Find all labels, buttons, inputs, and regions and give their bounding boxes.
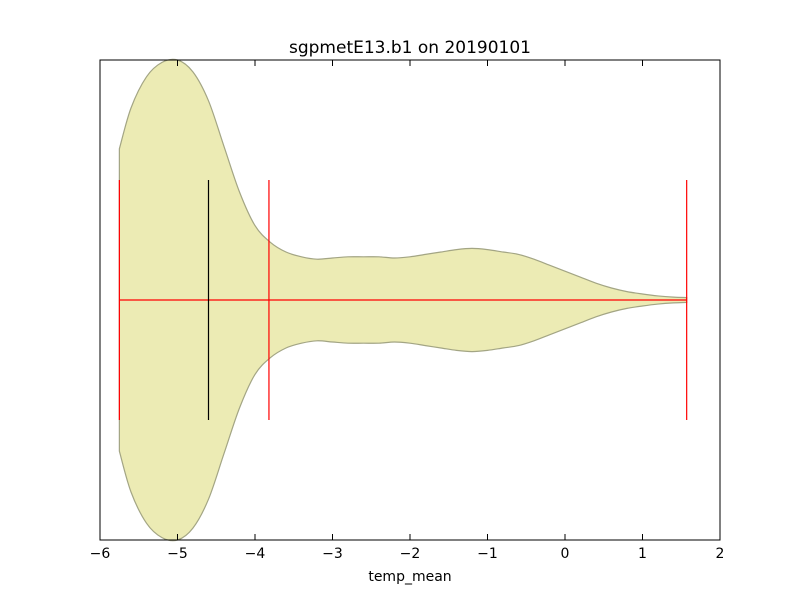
x-tick-label: −1 bbox=[477, 546, 498, 562]
x-tick-label: −5 bbox=[167, 546, 188, 562]
x-tick-label: −6 bbox=[90, 546, 111, 562]
x-tick-label: −4 bbox=[245, 546, 266, 562]
x-tick-label: 2 bbox=[716, 546, 725, 562]
x-tick-label: 0 bbox=[561, 546, 570, 562]
x-tick-label: −3 bbox=[322, 546, 343, 562]
chart-title: sgpmetE13.b1 on 20190101 bbox=[289, 38, 531, 58]
x-axis-label: temp_mean bbox=[368, 569, 451, 585]
plot-area: −6 −5 −4 −3 −2 −1 0 1 2 bbox=[90, 58, 725, 562]
x-tick-label: −2 bbox=[400, 546, 421, 562]
x-tick-label: 1 bbox=[638, 546, 647, 562]
